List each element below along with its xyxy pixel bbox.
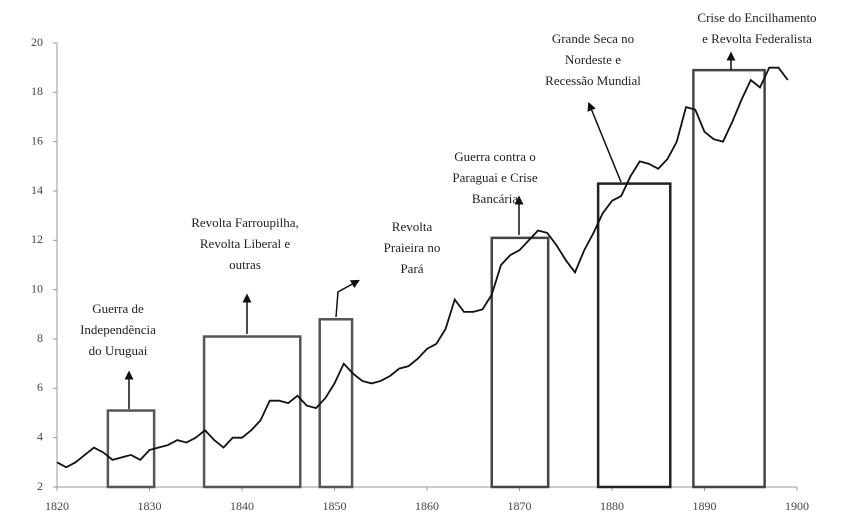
period-box (596, 182, 672, 489)
annotation: Recessão Mundial (545, 73, 641, 88)
period-box (202, 335, 302, 489)
annotation: Guerra de (92, 301, 144, 316)
annotation: Praieira no (384, 240, 441, 255)
x-tick-label: 1900 (785, 499, 809, 513)
period-box (318, 318, 354, 489)
annotation-arrow (587, 101, 622, 183)
annotation: Grande Seca no (552, 31, 634, 46)
annotation: Crise do Encilhamento (697, 10, 816, 25)
annotation: Independência (80, 322, 156, 337)
y-tick-label: 20 (31, 35, 43, 49)
y-tick-label: 2 (37, 479, 43, 493)
period-box (490, 236, 550, 489)
annotation: Guerra contra o (454, 149, 536, 164)
x-tick-label: 1850 (323, 499, 347, 513)
y-tick-label: 10 (31, 281, 43, 295)
x-tick-label: 1880 (600, 499, 624, 513)
annotation: Pará (400, 261, 423, 276)
annotation: e Revolta Federalista (702, 31, 812, 46)
annotation: do Uruguai (89, 343, 148, 358)
annotation: Revolta Liberal e (200, 236, 290, 251)
x-tick-label: 1860 (415, 499, 439, 513)
y-tick-label: 8 (37, 331, 43, 345)
period-box (692, 68, 766, 489)
annotation: Bancária (472, 191, 518, 206)
y-tick-label: 4 (37, 429, 43, 443)
x-tick-label: 1890 (693, 499, 717, 513)
annotation: Nordeste e (565, 52, 621, 67)
x-tick-label: 1830 (138, 499, 162, 513)
x-tick-label: 1840 (230, 499, 254, 513)
annotation: outras (229, 257, 261, 272)
annotation: Revolta Farroupilha, (191, 215, 299, 230)
period-box (106, 409, 156, 489)
x-tick-label: 1870 (508, 499, 532, 513)
y-tick-label: 14 (31, 183, 43, 197)
y-tick-label: 16 (31, 133, 43, 147)
x-tick-label: 1820 (45, 499, 69, 513)
annotation-arrow (335, 279, 360, 318)
line (56, 66, 789, 469)
y-tick-label: 6 (37, 380, 43, 394)
y-tick-label: 12 (31, 232, 43, 246)
y-tick-label: 18 (31, 84, 43, 98)
annotation: Paraguai e Crise (452, 170, 537, 185)
annotation: Revolta (392, 219, 433, 234)
